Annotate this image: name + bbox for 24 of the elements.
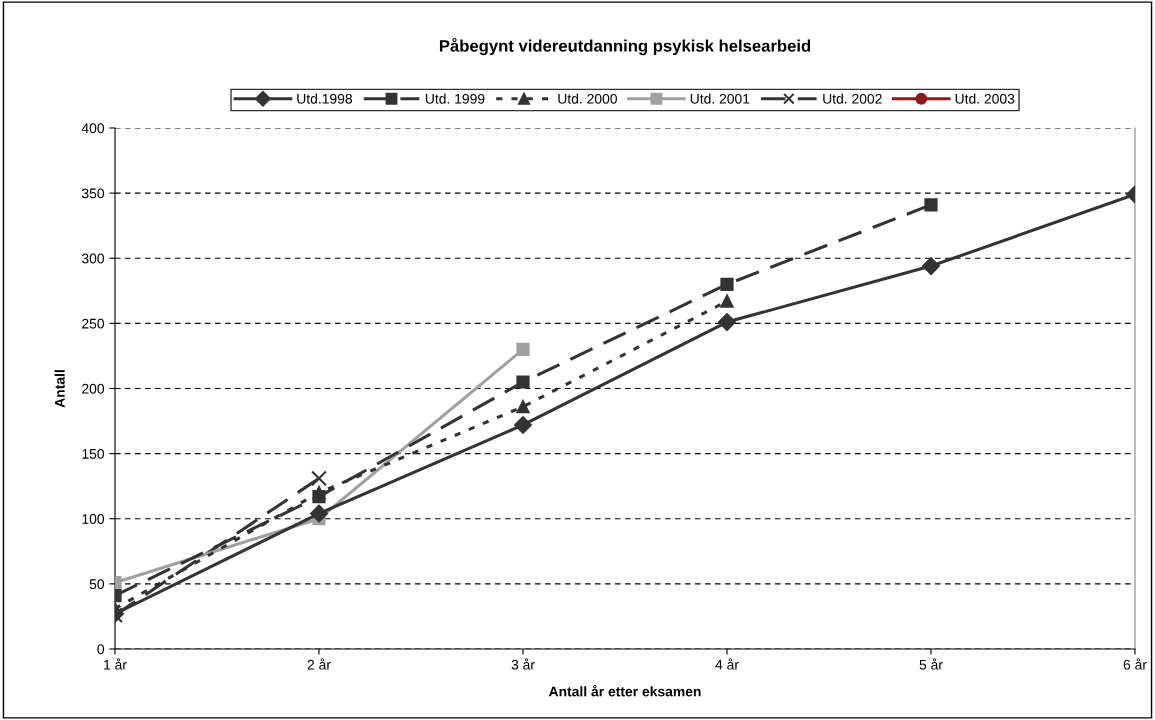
legend-label: Utd. 2000 <box>558 93 617 104</box>
chart-title: Påbegynt videreutdanning psykisk helsearbeid <box>439 37 811 56</box>
x-tick-label: 6 år <box>1123 658 1147 670</box>
x-tick-label: 1 år <box>104 658 127 670</box>
x-tick-label: 4 år <box>715 658 739 670</box>
y-tick-label: 300 <box>81 253 105 264</box>
x-tick-label: 3 år <box>511 658 535 670</box>
y-tick-label: 0 <box>97 644 105 655</box>
y-axis-title: Antall <box>54 370 65 408</box>
legend-label: Utd. 2003 <box>955 93 1015 104</box>
y-tick-label: 400 <box>81 123 105 134</box>
x-tick-label: 5 år <box>919 658 943 670</box>
y-tick-label: 150 <box>82 448 105 459</box>
legend-label: Utd.1998 <box>297 93 353 104</box>
y-tick-label: 350 <box>81 188 105 199</box>
y-tick-label: 200 <box>82 383 105 394</box>
x-axis-title: Antall år etter eksamen <box>548 684 701 697</box>
legend-label: Utd. 2001 <box>690 93 750 104</box>
y-tick-label: 100 <box>82 514 105 524</box>
y-tick-label: 50 <box>89 579 105 590</box>
legend-label: Utd. 1999 <box>425 93 485 104</box>
x-tick-label: 2 år <box>307 658 331 670</box>
legend-label: Utd. 2002 <box>823 93 882 104</box>
y-tick-label: 250 <box>82 318 105 329</box>
